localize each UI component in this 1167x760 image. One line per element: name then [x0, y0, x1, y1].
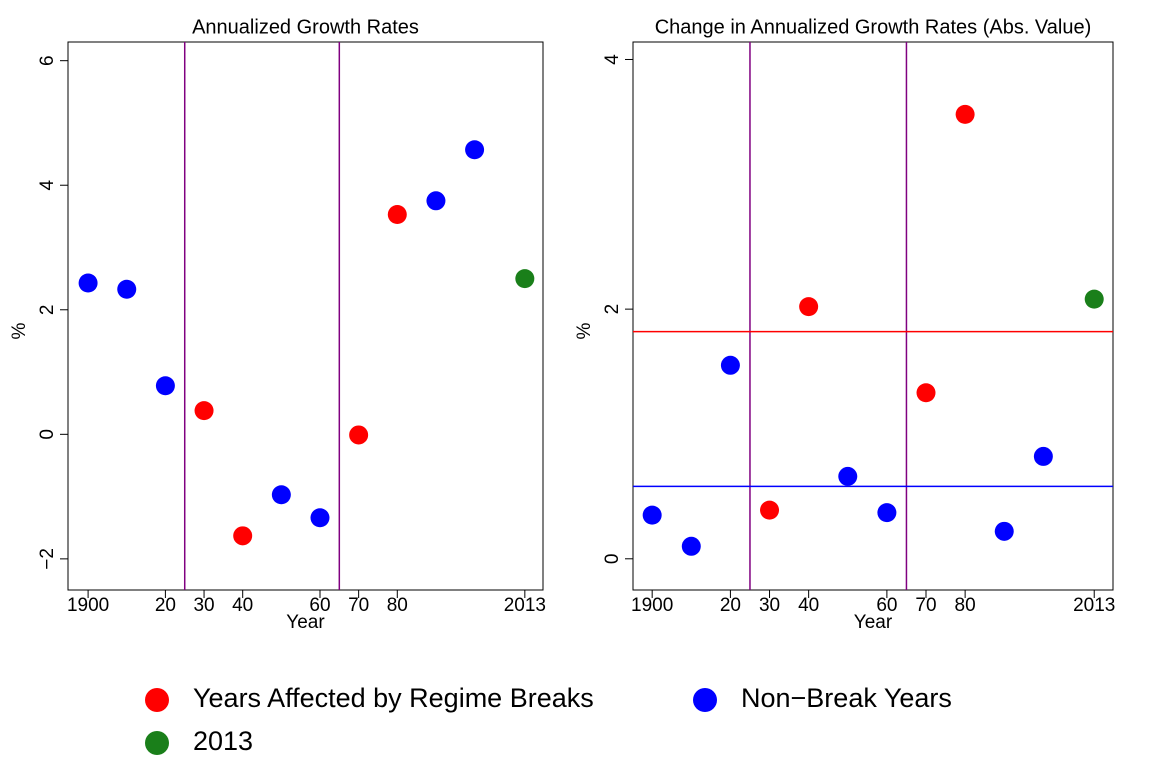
x-tick-label: 2013	[504, 595, 546, 616]
y-tick-label: 4	[37, 180, 58, 191]
x-tick-label: 2013	[1073, 595, 1115, 616]
point	[760, 500, 780, 520]
x-tick-label: 60	[309, 595, 330, 616]
y-tick-label: −2	[37, 548, 58, 570]
chart-title: Annualized Growth Rates	[192, 16, 419, 38]
point	[955, 104, 975, 124]
point	[877, 503, 897, 523]
point	[642, 505, 662, 525]
legend-marker	[693, 688, 717, 712]
legend-marker	[145, 688, 169, 712]
point	[1033, 446, 1053, 466]
point	[233, 526, 253, 546]
point	[78, 273, 98, 293]
y-tick-label: 0	[602, 554, 623, 565]
point	[387, 204, 407, 224]
x-tick-label: 70	[348, 595, 369, 616]
y-axis-label: %	[574, 322, 595, 339]
y-tick-label: 6	[37, 55, 58, 66]
point	[838, 466, 858, 486]
x-tick-label: 20	[720, 595, 741, 616]
y-tick-label: 2	[37, 304, 58, 315]
point	[1084, 289, 1104, 309]
x-tick-label: 80	[387, 595, 408, 616]
plot-frame	[67, 41, 544, 591]
x-tick-label: 70	[915, 595, 936, 616]
y-axis-label: %	[9, 322, 30, 339]
y-tick-label: 4	[602, 54, 623, 65]
point	[994, 521, 1014, 541]
x-tick-label: 40	[798, 595, 819, 616]
point	[799, 297, 819, 317]
plot-frame	[632, 41, 1114, 591]
legend-label: Years Affected by Regime Breaks	[193, 683, 594, 713]
point	[117, 279, 137, 299]
x-tick-label: 20	[155, 595, 176, 616]
point	[349, 425, 369, 445]
point	[465, 140, 485, 160]
x-tick-label: 30	[759, 595, 780, 616]
point	[155, 376, 175, 396]
legend-label: 2013	[193, 726, 253, 756]
point	[271, 485, 291, 505]
point	[194, 401, 214, 421]
x-tick-label: 80	[955, 595, 976, 616]
point	[426, 191, 446, 211]
x-axis-label: Year	[286, 612, 325, 633]
point	[916, 383, 936, 403]
x-axis-label: Year	[854, 612, 893, 633]
point	[681, 536, 701, 556]
y-tick-label: 2	[602, 304, 623, 315]
legend-label: Non−Break Years	[741, 683, 952, 713]
point	[720, 355, 740, 375]
legend-marker	[145, 731, 169, 755]
x-tick-label: 60	[876, 595, 897, 616]
y-tick-label: 0	[37, 429, 58, 440]
point	[310, 508, 330, 528]
point	[515, 269, 535, 289]
chart-title: Change in Annualized Growth Rates (Abs. …	[655, 16, 1092, 38]
x-tick-label: 1900	[67, 595, 109, 616]
x-tick-label: 40	[232, 595, 253, 616]
x-tick-label: 30	[193, 595, 214, 616]
x-tick-label: 1900	[631, 595, 673, 616]
